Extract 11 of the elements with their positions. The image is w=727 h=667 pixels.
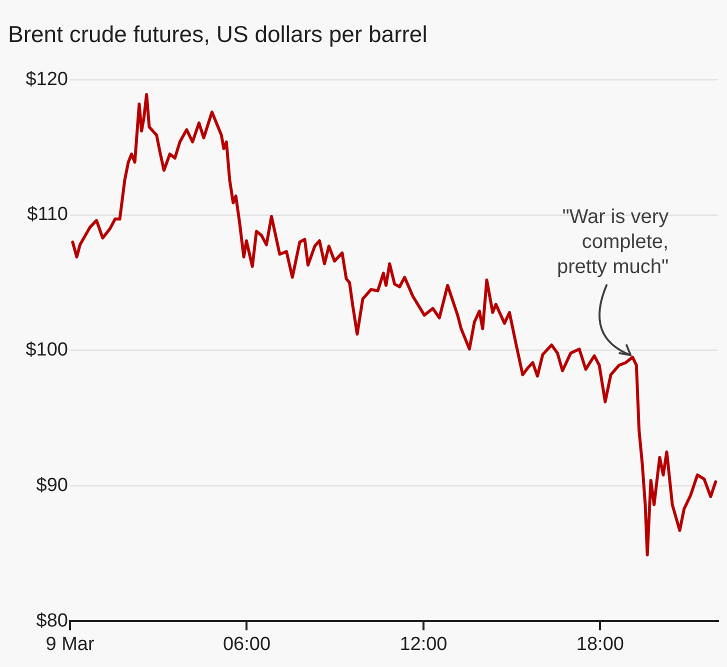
x-tick-label: 9 Mar <box>46 634 95 655</box>
annotation: "War is very complete, pretty much" <box>556 206 669 278</box>
x-tick-label: 12:00 <box>400 634 448 655</box>
x-tick-label: 18:00 <box>576 634 624 655</box>
y-tick-label: $80 <box>36 610 68 632</box>
y-tick-label: $110 <box>27 204 68 226</box>
x-tick-label: 06:00 <box>222 634 270 655</box>
y-tick-label: $100 <box>26 340 68 361</box>
chart-title: Brent crude futures, US dollars per barrel <box>8 21 428 48</box>
y-tick-label: $120 <box>26 68 68 90</box>
y-tick-label: $90 <box>36 475 68 496</box>
